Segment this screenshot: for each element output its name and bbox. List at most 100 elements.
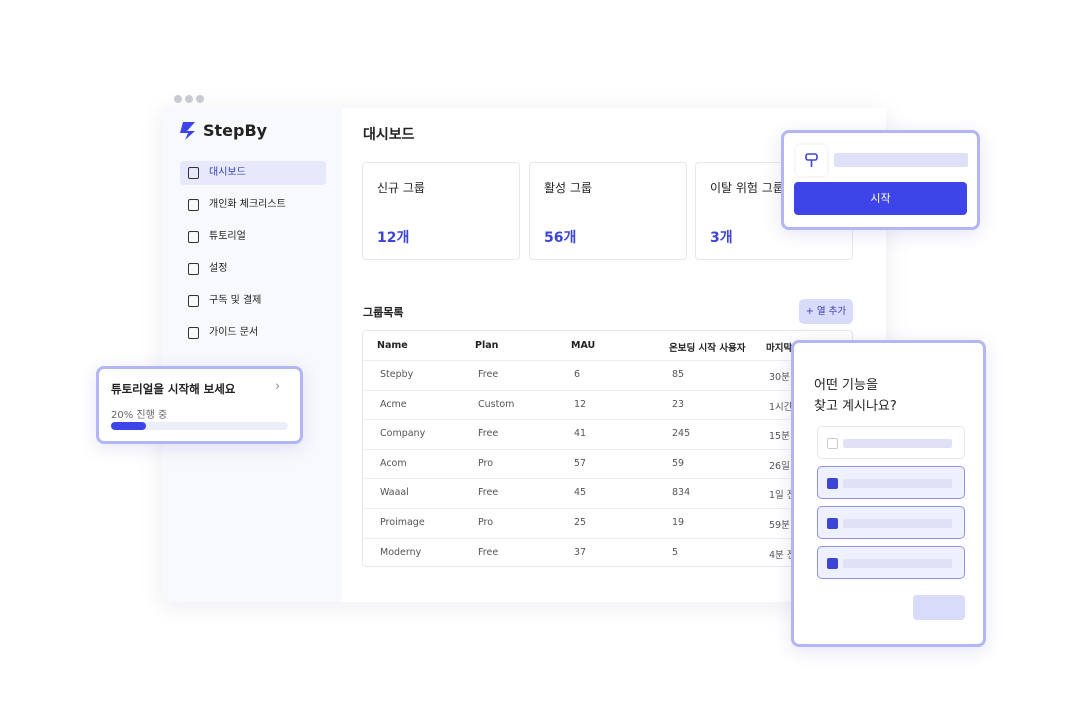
start-button[interactable]: 시작 (794, 182, 967, 215)
placeholder (834, 153, 968, 167)
table-title: 그룹목록 (363, 306, 404, 319)
progress-bar (111, 422, 147, 430)
popup: 시작 (781, 130, 980, 230)
nav-item[interactable]: 설정 (180, 257, 326, 281)
stat-label: 이탈 위험 그룹 (710, 181, 784, 195)
column-header[interactable]: Plan (475, 340, 499, 351)
table-cell: 834 (672, 487, 691, 499)
nav-label: 개인화 체크리스트 (209, 199, 286, 210)
nav-item[interactable]: 구독 및 결제 (180, 289, 326, 313)
nav-item[interactable]: 가이드 문서 (180, 321, 326, 345)
logo-icon (180, 122, 195, 140)
table-cell: 57 (574, 457, 587, 469)
tutorial-status: 20% 진행 중 (111, 410, 168, 421)
nav-label: 가이드 문서 (209, 327, 259, 338)
window-dot (185, 95, 193, 103)
nav-label: 대시보드 (209, 167, 246, 178)
nav-icon (188, 167, 199, 179)
nav-icon (188, 327, 199, 339)
window-dot (196, 95, 204, 103)
popup-icon (796, 145, 827, 176)
tutorial-title: 튜토리얼을 시작해 보세요 (111, 382, 236, 396)
table-cell: Acme (380, 398, 407, 410)
nav-label: 구독 및 결제 (209, 295, 262, 306)
table-cell: Moderny (380, 546, 422, 558)
table-cell: Pro (478, 457, 494, 469)
column-header[interactable]: Name (377, 340, 408, 351)
row-divider (363, 537, 852, 539)
table-cell: 1시간 전 (769, 401, 805, 413)
row-divider (363, 360, 852, 361)
progress-track (111, 422, 288, 430)
stat-card: 신규 그룹 12개 (362, 162, 520, 260)
row-divider (363, 389, 852, 391)
table-cell: 59분 전 (769, 520, 802, 531)
row-divider (363, 508, 852, 509)
table-cell: 12 (574, 398, 587, 410)
stat-value: 3개 (710, 230, 733, 246)
add-column-button[interactable]: + 열 추가 (799, 299, 853, 324)
table-cell: Free (478, 487, 499, 499)
sidebar (162, 108, 342, 602)
window-dot (174, 95, 182, 103)
table-cell: Pro (478, 517, 494, 528)
table-cell: Proimage (380, 517, 425, 528)
table-cell: 4분 전 (769, 549, 796, 561)
table-cell: 85 (672, 369, 685, 380)
stat-value: 56개 (544, 230, 577, 246)
question-line: 찾고 계시나요? (814, 399, 897, 414)
table-cell: 26일 전 (769, 460, 802, 472)
table-cell: 245 (672, 428, 691, 440)
table-cell: Free (478, 546, 499, 558)
nav-item[interactable]: 튜토리얼 (180, 225, 326, 249)
table-cell: 5 (672, 546, 679, 558)
table-cell: 15분 전 (769, 431, 802, 443)
table-cell: 6 (574, 369, 581, 380)
nav-label: 튜토리얼 (209, 231, 246, 242)
option[interactable] (817, 546, 965, 579)
table-cell: 23 (672, 398, 685, 410)
nav-icon (188, 199, 199, 211)
column-header[interactable]: 온보딩 시작 사용자 (669, 343, 746, 354)
table-cell: Free (478, 369, 499, 380)
tutorial-card[interactable]: 튜토리얼을 시작해 보세요 › 20% 진행 중 (96, 366, 303, 444)
chevron: › (275, 379, 281, 394)
nav-item[interactable]: 개인화 체크리스트 (180, 193, 326, 217)
stat-card: 활성 그룹 56개 (529, 162, 687, 260)
table-cell: 41 (574, 428, 587, 440)
brand: StepBy (203, 121, 268, 140)
option[interactable] (817, 426, 965, 459)
table-cell: Stepby (380, 369, 414, 380)
nav-icon (188, 263, 199, 275)
table-cell: 37 (574, 546, 587, 558)
table-cell: 25 (574, 517, 587, 528)
row-divider (363, 419, 852, 421)
stat-value: 12개 (377, 230, 410, 246)
submit-button[interactable] (913, 595, 965, 620)
stat-label: 신규 그룹 (377, 181, 425, 195)
row-divider (363, 448, 852, 450)
nav-icon (188, 231, 199, 243)
column-header[interactable]: MAU (571, 340, 596, 351)
question-line: 어떤 기능을 (814, 378, 878, 393)
table-cell: 45 (574, 487, 587, 499)
nav-item[interactable]: 대시보드 (180, 161, 326, 185)
table-cell: 59 (672, 457, 685, 469)
table-cell: Custom (478, 398, 515, 410)
stat-label: 활성 그룹 (544, 181, 592, 195)
nav-label: 설정 (209, 263, 228, 274)
table: Name Plan MAU 온보딩 시작 사용자 마지막 접속 Stepby Free 6 85… (362, 330, 853, 567)
row-divider (363, 478, 852, 480)
column-header[interactable]: 마지막 접속 (766, 343, 814, 354)
table-cell: Company (380, 428, 426, 440)
table-cell: Waaal (380, 487, 409, 499)
option[interactable] (817, 506, 965, 539)
page-title: 대시보드 (363, 127, 415, 143)
option[interactable] (817, 466, 965, 499)
table-cell: Acom (380, 457, 407, 469)
table-cell: 19 (672, 517, 685, 528)
table-cell: 30분 전 (769, 372, 802, 383)
nav-icon (188, 295, 199, 307)
